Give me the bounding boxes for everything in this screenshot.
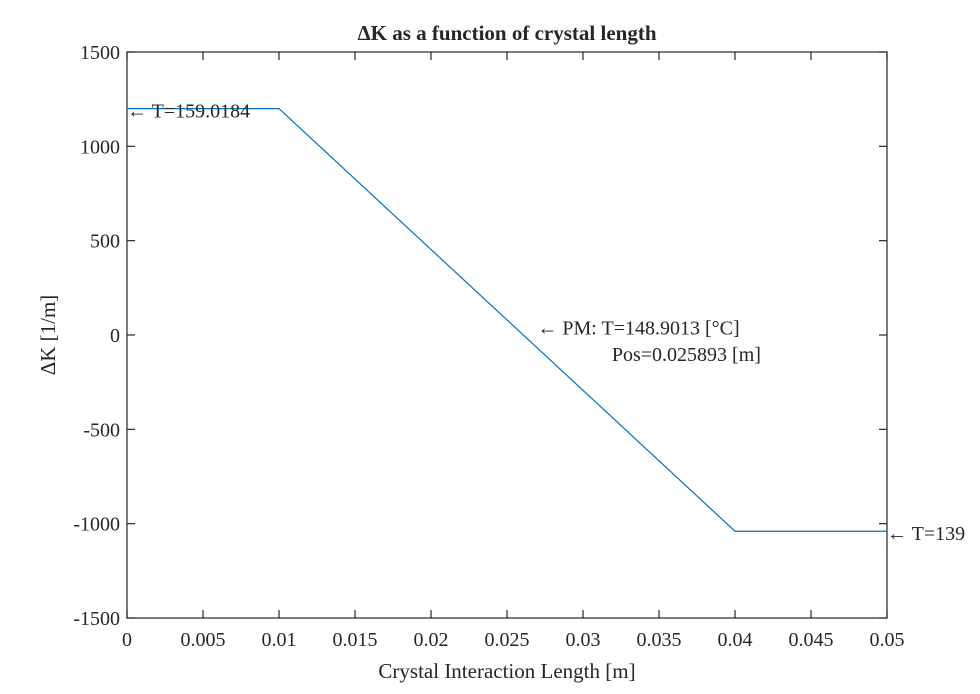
- x-axis-label: Crystal Interaction Length [m]: [378, 659, 635, 683]
- annotation-label: Pos=0.025893 [m]: [612, 344, 761, 366]
- y-tick-label: -500: [83, 419, 120, 441]
- x-tick-label: 0.045: [789, 629, 834, 651]
- y-tick-label: -1500: [73, 608, 120, 630]
- x-tick-label: 0.02: [414, 629, 449, 651]
- y-axis-label: ΔK [1/m]: [36, 295, 60, 376]
- annotation-label: ← PM: T=148.9013 [°C]: [537, 317, 739, 339]
- x-tick-label: 0.015: [333, 629, 378, 651]
- x-tick-label: 0.035: [637, 629, 682, 651]
- axis-ticks: [126, 51, 888, 619]
- plot-frame: [126, 51, 888, 619]
- x-tick-label: 0.005: [181, 629, 226, 651]
- y-tick-label: -1000: [73, 514, 120, 536]
- y-tick-label: 0: [110, 325, 120, 347]
- annotation-label: ← T=159.0184: [127, 100, 250, 122]
- x-tick-label: 0.04: [718, 629, 753, 651]
- series-group: [127, 107, 887, 532]
- chart-title: ΔK as a function of crystal length: [358, 21, 657, 45]
- x-tick-label: 0: [122, 629, 132, 651]
- y-tick-label: 1500: [80, 42, 120, 64]
- y-tick-label: 500: [90, 231, 120, 253]
- x-tick-label: 0.025: [485, 629, 530, 651]
- annotation-label: ← T=139: [887, 523, 965, 545]
- y-tick-label: 1000: [80, 136, 120, 158]
- annotations: ← T=159.0184 ← PM: T=148.9013 [°C] Pos=0.0…: [127, 100, 965, 545]
- axis-tick-labels: 0 0.005 0.01 0.015 0.02 0.025 0.03 0.035 0.04 0.0…: [73, 42, 904, 651]
- x-tick-label: 0.03: [566, 629, 601, 651]
- x-tick-label: 0.01: [262, 629, 297, 651]
- x-tick-label: 0.05: [870, 629, 905, 651]
- series-line: [127, 107, 887, 532]
